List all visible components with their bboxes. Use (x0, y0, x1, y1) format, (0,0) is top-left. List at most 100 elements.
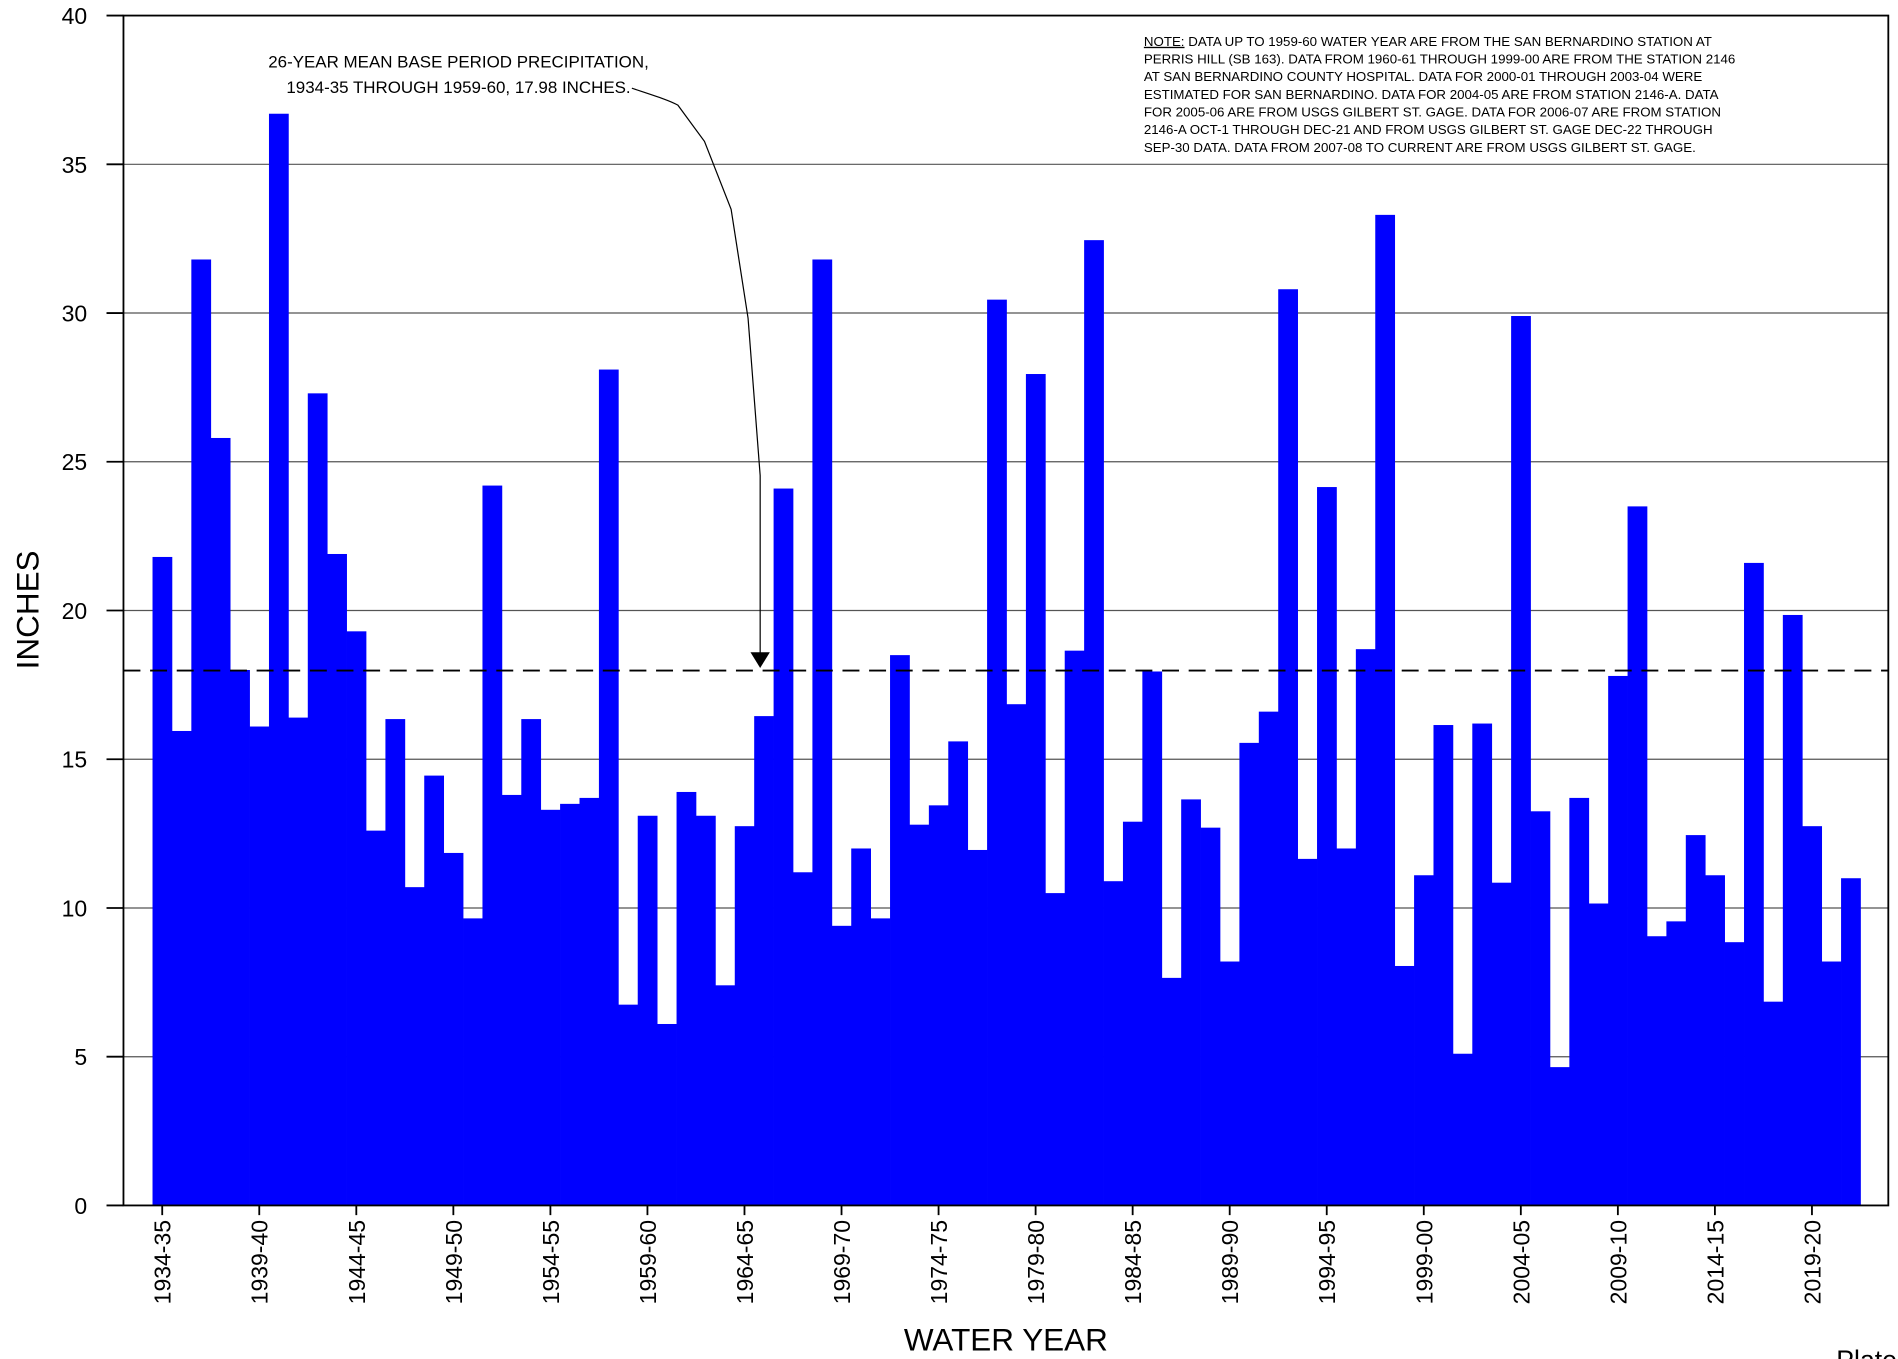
y-tick-label: 40 (62, 3, 88, 29)
bar (987, 299, 1007, 1206)
note-line: AT SAN BERNARDINO COUNTY HOSPITAL. DATA … (1144, 69, 1702, 84)
bar (1239, 742, 1260, 1206)
bar (637, 815, 658, 1206)
bar (1627, 506, 1648, 1206)
bar (346, 631, 367, 1206)
corner-label: Plate (1836, 1345, 1897, 1359)
y-tick-label: 5 (74, 1044, 87, 1070)
bar (579, 797, 600, 1206)
bar (171, 730, 192, 1206)
bar (1802, 826, 1823, 1206)
bar (1297, 858, 1318, 1206)
x-tick-label: 1989-90 (1217, 1220, 1243, 1304)
x-tick-label: 2004-05 (1508, 1220, 1534, 1304)
bar (1200, 827, 1221, 1206)
bar (1763, 1001, 1784, 1206)
bar (1646, 936, 1667, 1206)
bar (1142, 671, 1163, 1206)
bar (1744, 562, 1764, 1206)
bar (1530, 811, 1551, 1206)
bar (327, 553, 347, 1206)
x-tick-label: 1999-00 (1411, 1220, 1437, 1304)
bar (1841, 878, 1861, 1206)
bar (210, 437, 231, 1206)
bar (1355, 649, 1376, 1206)
bar (268, 113, 289, 1206)
y-tick-label: 15 (62, 747, 88, 773)
note-line: FOR 2005-06 ARE FROM USGS GILBERT ST. GA… (1144, 105, 1721, 120)
bar (754, 716, 774, 1206)
bar (1433, 725, 1454, 1206)
x-tick-label: 2009-10 (1605, 1220, 1631, 1304)
annotation-line: 1934-35 THROUGH 1959-60, 17.98 INCHES. (286, 78, 630, 97)
bar (851, 848, 871, 1206)
bar (463, 918, 483, 1206)
bar (1219, 961, 1240, 1206)
arrow-head (750, 652, 770, 669)
bar (1511, 316, 1531, 1206)
bar (1394, 965, 1415, 1206)
bar (734, 826, 755, 1206)
bar (424, 775, 445, 1206)
bar (967, 849, 988, 1206)
bar (657, 1023, 677, 1206)
bar (1472, 723, 1493, 1206)
bar (307, 393, 328, 1206)
bar (1782, 614, 1803, 1206)
y-tick-label: 0 (74, 1193, 87, 1219)
bar (385, 719, 406, 1206)
note-text: AT SAN BERNARDINO COUNTY HOSPITAL. DATA … (1144, 69, 1702, 84)
bar (1685, 835, 1706, 1206)
bar (831, 925, 852, 1206)
x-tick-label: 1974-75 (926, 1220, 952, 1304)
x-tick-label: 1969-70 (829, 1220, 855, 1304)
bar (909, 824, 930, 1206)
bar (1317, 487, 1337, 1206)
x-tick-label: 1954-55 (538, 1220, 564, 1304)
bar (1549, 1067, 1570, 1206)
bar (1025, 374, 1046, 1206)
bar (928, 805, 949, 1206)
x-tick-label: 1979-80 (1023, 1220, 1049, 1304)
bar (1181, 799, 1201, 1206)
bar (773, 488, 794, 1206)
bar (540, 809, 561, 1206)
y-tick-label: 30 (62, 301, 88, 327)
bar (948, 741, 969, 1206)
bar (618, 1004, 639, 1206)
bar (870, 918, 891, 1206)
bar (366, 830, 386, 1206)
bar (1278, 289, 1298, 1206)
bar (1705, 875, 1725, 1206)
bar (1375, 214, 1396, 1206)
bar (1122, 821, 1143, 1206)
bar (1588, 903, 1609, 1206)
bar (715, 985, 736, 1206)
x-tick-label: 1949-50 (441, 1220, 467, 1304)
note-label: NOTE: (1144, 34, 1185, 49)
bar (1336, 848, 1357, 1206)
bar (1258, 711, 1279, 1206)
bar (560, 803, 580, 1206)
bar (230, 669, 250, 1206)
bar (482, 485, 503, 1206)
bar (1608, 675, 1628, 1206)
y-tick-label: 20 (62, 598, 88, 624)
bar (1569, 797, 1590, 1206)
bar (1103, 881, 1124, 1206)
bar (793, 872, 813, 1206)
annotation-arrow (631, 87, 761, 655)
bars (123, 14, 1889, 1207)
x-tick-label: 1994-95 (1314, 1220, 1340, 1304)
bar (404, 887, 425, 1206)
bar (1491, 882, 1512, 1206)
bar (1666, 921, 1687, 1206)
bar (1064, 650, 1085, 1206)
x-tick-label: 2014-15 (1702, 1220, 1728, 1304)
x-tick-label: 1939-40 (247, 1220, 273, 1304)
note-text: PERRIS HILL (SB 163). DATA FROM 1960-61 … (1144, 51, 1735, 66)
bar (443, 852, 464, 1206)
note-line: PERRIS HILL (SB 163). DATA FROM 1960-61 … (1144, 51, 1735, 66)
